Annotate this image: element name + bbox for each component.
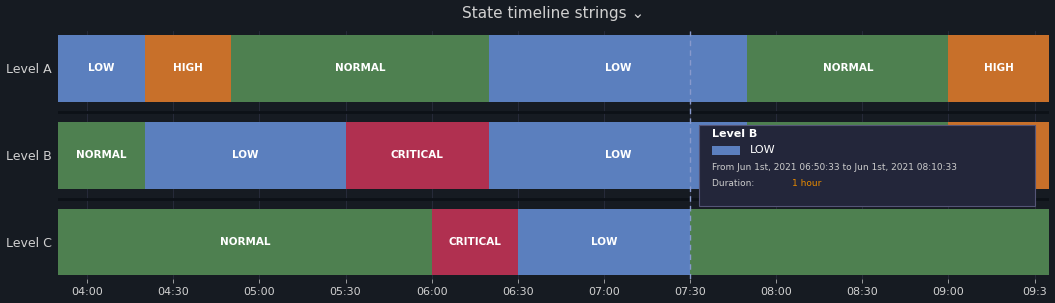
Bar	[948, 122, 1049, 188]
Bar	[518, 209, 690, 275]
Text: LOW: LOW	[232, 150, 258, 160]
Text: NORMAL: NORMAL	[219, 237, 270, 247]
Bar	[58, 35, 145, 102]
Text: LOW: LOW	[89, 63, 115, 73]
Bar	[145, 35, 231, 102]
Bar	[145, 122, 346, 188]
Bar	[747, 35, 948, 102]
Text: CRITICAL: CRITICAL	[448, 237, 501, 247]
Text: LOW: LOW	[605, 150, 632, 160]
Text: Duration:: Duration:	[712, 178, 757, 188]
Bar	[58, 209, 431, 275]
Text: LOW: LOW	[591, 237, 617, 247]
Text: NORMAL: NORMAL	[76, 150, 127, 160]
Text: HIGH: HIGH	[173, 63, 203, 73]
Text: HIGH: HIGH	[983, 150, 1014, 160]
Title: State timeline strings ⌄: State timeline strings ⌄	[462, 5, 645, 21]
Bar	[747, 122, 948, 188]
Bar	[231, 35, 490, 102]
Bar	[690, 209, 1049, 275]
Bar	[431, 209, 518, 275]
Text: CRITICAL: CRITICAL	[390, 150, 444, 160]
Text: LOW: LOW	[750, 145, 776, 155]
Bar	[490, 122, 747, 188]
Text: NORMAL: NORMAL	[823, 63, 874, 73]
Bar	[346, 122, 490, 188]
FancyBboxPatch shape	[698, 125, 1035, 206]
Text: NORMAL: NORMAL	[334, 63, 385, 73]
Text: LOW: LOW	[605, 63, 632, 73]
Text: HIGH: HIGH	[983, 63, 1014, 73]
Bar	[948, 35, 1049, 102]
Text: 1 hour: 1 hour	[791, 178, 821, 188]
Text: Level B: Level B	[712, 129, 757, 139]
Bar	[490, 35, 747, 102]
Text: NORMAL: NORMAL	[823, 150, 874, 160]
Bar	[58, 122, 145, 188]
Text: From Jun 1st, 2021 06:50:33 to Jun 1st, 2021 08:10:33: From Jun 1st, 2021 06:50:33 to Jun 1st, …	[712, 163, 958, 172]
Bar	[712, 145, 740, 155]
